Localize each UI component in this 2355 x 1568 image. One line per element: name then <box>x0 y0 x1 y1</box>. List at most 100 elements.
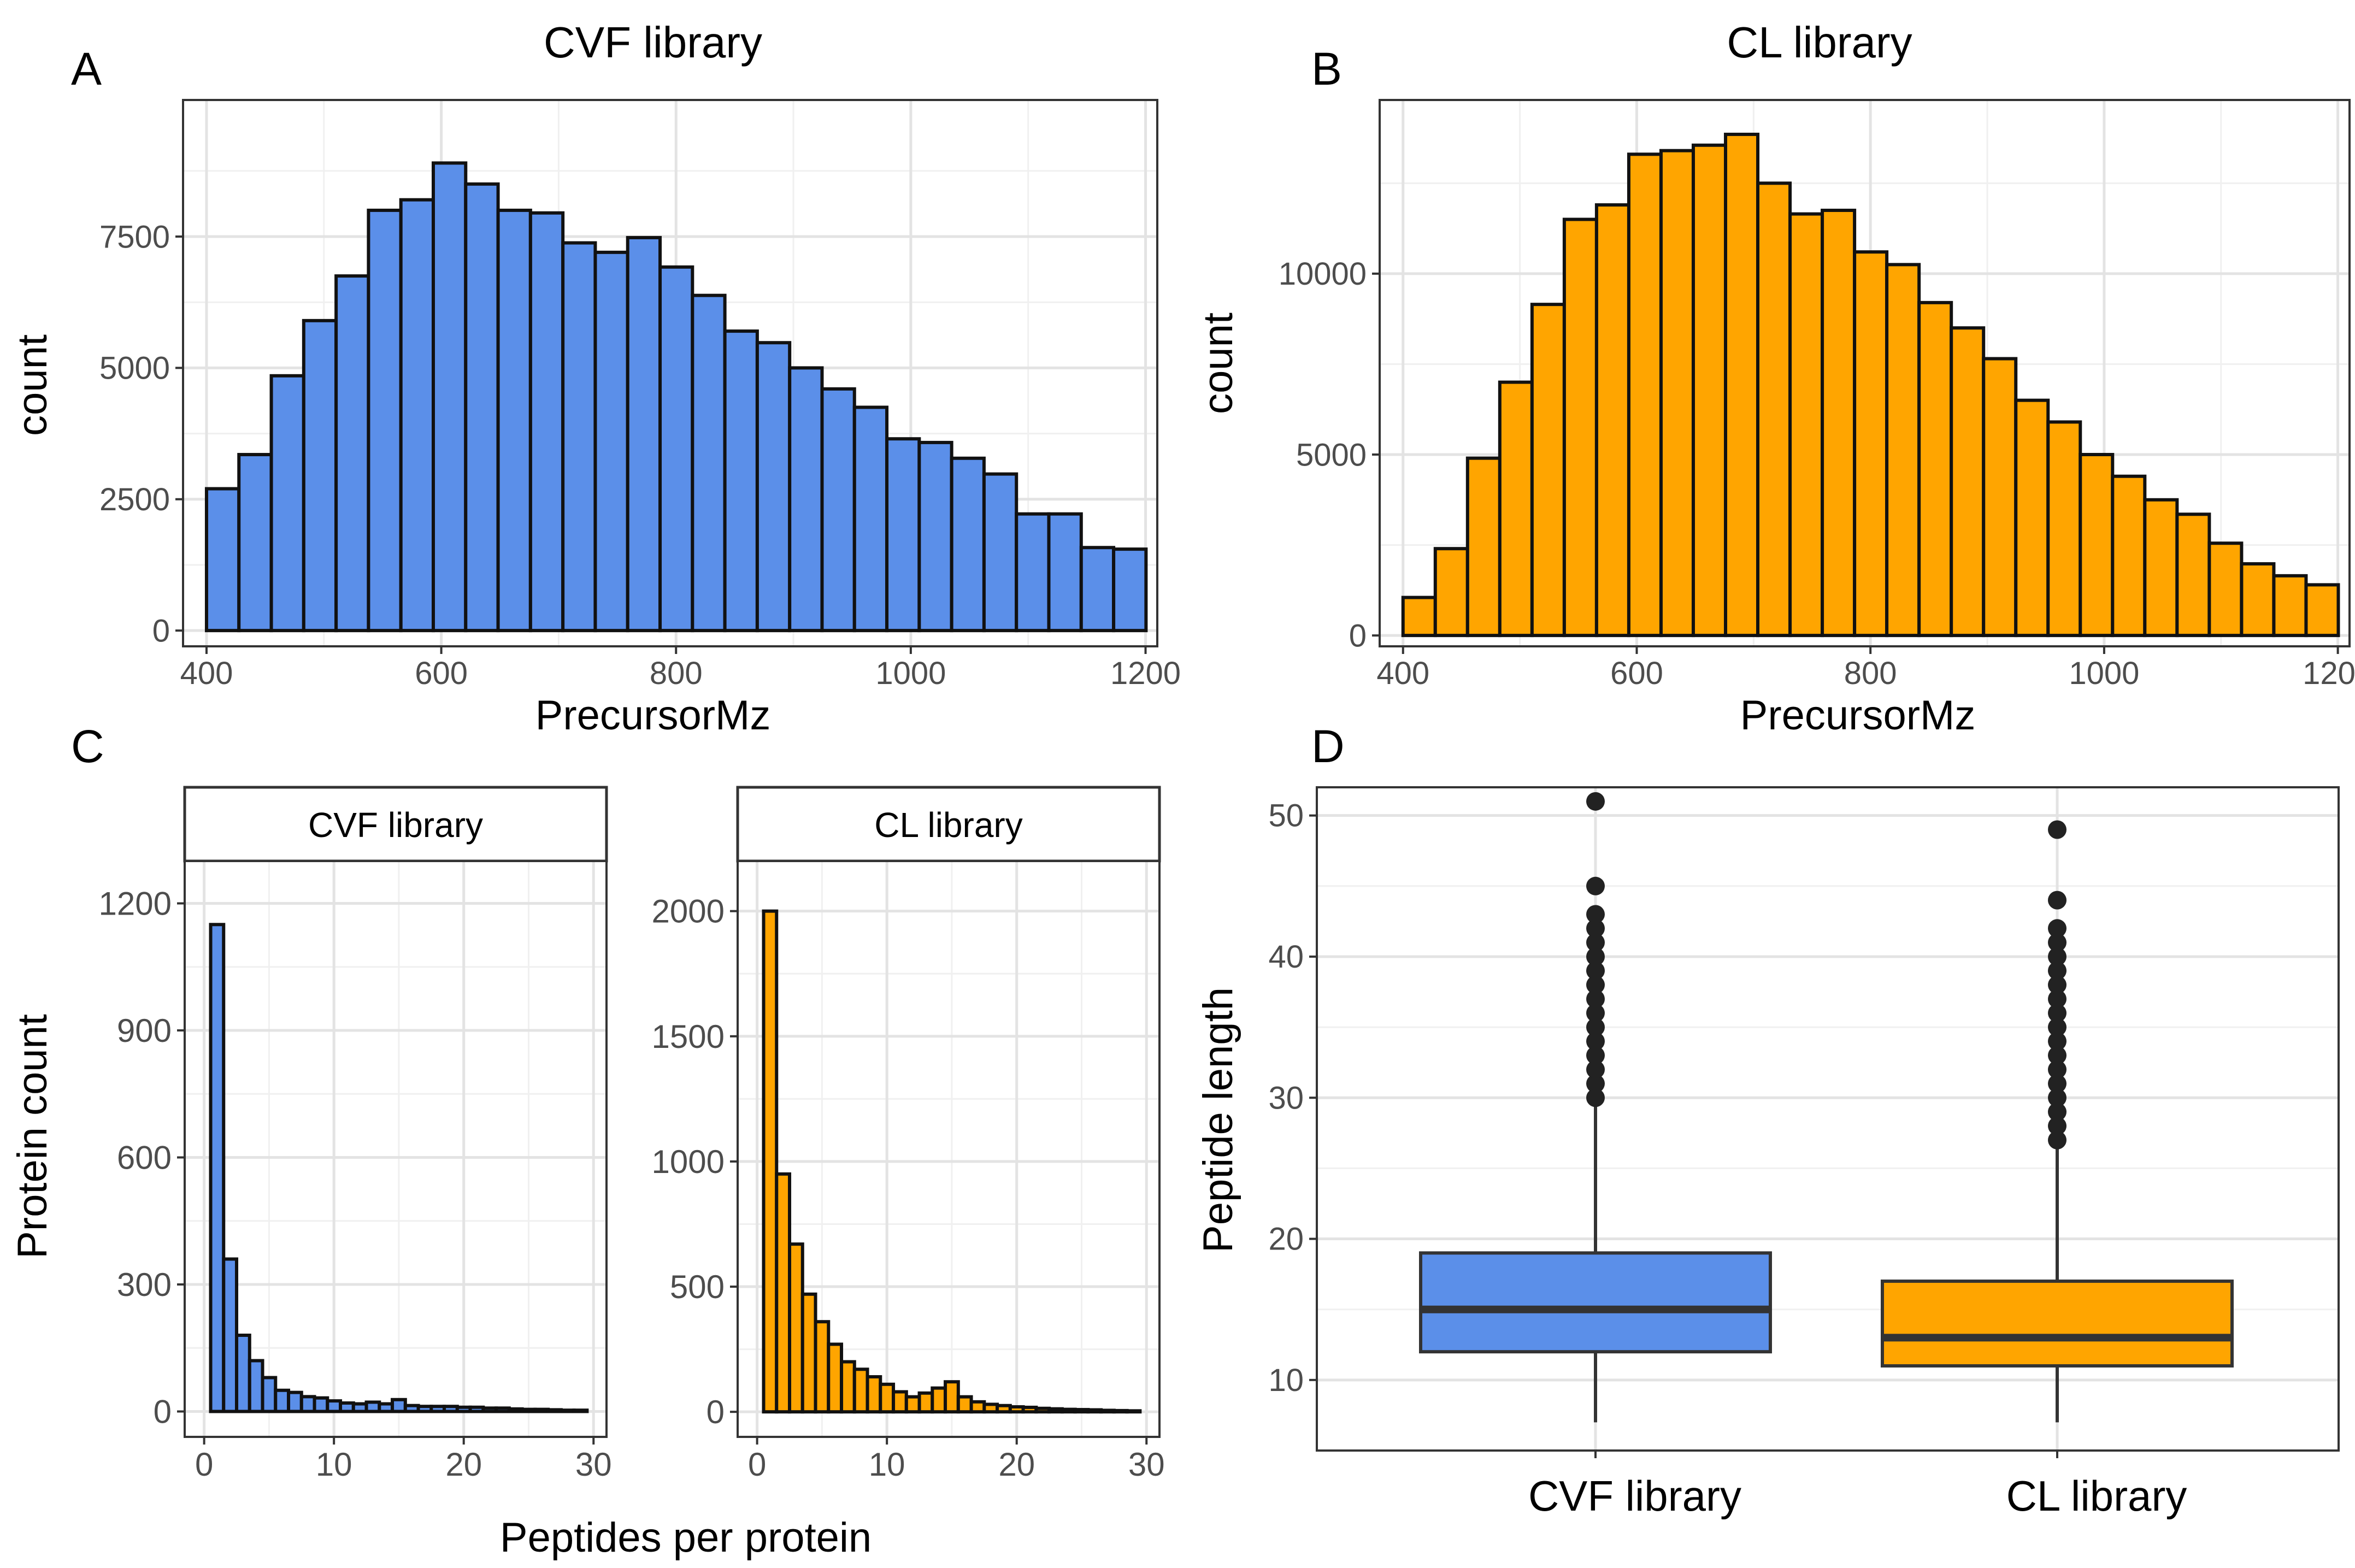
panel-c-cvf-bar <box>326 1399 343 1413</box>
panel-a-bar <box>820 387 856 633</box>
panel-c-cl-bar <box>788 1242 804 1414</box>
panel-c-cvf-plot-background <box>185 861 607 1437</box>
panel-c-cl-bar <box>814 1320 831 1414</box>
panel-b-y-tick-label: 10000 <box>1279 256 1367 292</box>
panel-b-y-tick-label: 0 <box>1349 618 1367 653</box>
panel-d-x-tick-label: CVF library <box>1528 1472 1741 1520</box>
box-cl-outlier <box>2048 919 2066 938</box>
panel-c-cl-plot: 0 10 20 30 0 500 1000 1500 2000 <box>652 860 1165 1483</box>
panel-c-cl-bar <box>1047 1407 1064 1414</box>
box-cvf-outlier <box>1586 1018 1605 1037</box>
panel-d-plot: CVF library CL library 10 20 30 40 50 <box>1268 786 2340 1520</box>
panel-a-bar <box>982 472 1018 633</box>
panel-b-panel-border <box>1379 99 2351 647</box>
panel-c-cvf-bar <box>287 1390 303 1413</box>
panel-a-letter: A <box>71 43 102 95</box>
box-cl-outlier <box>2048 1103 2066 1122</box>
panel-b-x-tick-label: 600 <box>1610 656 1663 691</box>
panel-c: C CVF library CL library 0 10 20 3003006009… <box>9 721 1165 1561</box>
panel-a-x-tick-label: 600 <box>415 656 468 691</box>
panel-a-bar <box>691 293 727 633</box>
panel-b-bar <box>1788 212 1824 638</box>
panel-b-bar <box>2079 453 2115 638</box>
panel-c-cl-bar <box>879 1382 896 1414</box>
box-cl-outlier <box>2048 989 2066 1009</box>
box-cvf-outlier <box>1586 975 1605 994</box>
panel-b-bar <box>1691 143 1728 638</box>
panel-c-cvf-bar <box>351 1402 368 1413</box>
panel-b-x-tick-label: 1200 <box>2303 656 2355 691</box>
panel-b-bar <box>1982 357 2018 638</box>
box-cl-outlier <box>2048 891 2066 910</box>
panel-c-cl-bar <box>1008 1405 1025 1414</box>
panel-a-y-label: count <box>9 334 56 436</box>
box-cl-outlier <box>2048 1046 2066 1065</box>
panel-c-cl-x-tick-label: 30 <box>1128 1446 1165 1483</box>
panel-c-cl-bar <box>969 1400 986 1414</box>
panel-a-bar <box>723 329 759 633</box>
box-cl-outlier <box>2048 975 2066 994</box>
box-cl-iqr <box>1881 1280 2234 1368</box>
panel-c-cvf-bar <box>520 1407 537 1413</box>
panel-c-cvf-bar <box>403 1404 420 1413</box>
panel-b-bar <box>1724 132 1760 638</box>
panel-a-bar <box>367 208 403 633</box>
panel-b-bar <box>2014 398 2050 638</box>
panel-a-y-tick-label: 7500 <box>99 219 170 255</box>
panel-a-bar <box>334 274 370 633</box>
panel-c-cvf-y-tick-label: 600 <box>117 1140 172 1176</box>
panel-a-bar <box>237 453 273 633</box>
panel-d: D CVF library CL library 10 20 30 40 50 Peptid… <box>1195 721 2340 1520</box>
panel-c-cl-x-tick-label: 0 <box>748 1446 766 1483</box>
panel-b-bar <box>2111 474 2147 638</box>
box-cl-outlier <box>2048 820 2066 839</box>
panel-a-x-tick-label: 800 <box>650 656 703 691</box>
panel-a-bar <box>593 250 629 633</box>
panel-b: B CL library 400 600 800 1000 1200 0 5000 10000… <box>1195 18 2355 739</box>
box-cl-outlier <box>2048 1018 2066 1037</box>
panel-c-cvf-bar <box>339 1401 355 1413</box>
panel-b-bar <box>1401 596 1437 638</box>
panel-b-x-label: PrecursorMz <box>1740 692 1976 739</box>
panel-d-y-label: Peptide length <box>1195 987 1241 1253</box>
panel-a-y-tick-label: 0 <box>152 613 170 649</box>
panel-c-cl-bar <box>852 1367 869 1414</box>
panel-c-x-label: Peptides per protein <box>500 1514 872 1561</box>
panel-c-cvf-bar <box>391 1398 407 1413</box>
panel-c-cl-bar <box>1034 1406 1051 1414</box>
panel-c-cvf-bar <box>209 923 226 1413</box>
panel-c-cvf-y-tick-label: 0 <box>154 1394 172 1430</box>
panel-a-bar <box>917 440 953 633</box>
panel-b-bar <box>1756 181 1792 638</box>
panel-a-panel-border <box>182 99 1158 647</box>
box-cl-outlier <box>2048 1074 2066 1093</box>
panel-a-x-tick-label: 1200 <box>1110 656 1181 691</box>
panel-c-cl-bar <box>1060 1407 1077 1414</box>
panel-b-bar <box>1627 152 1663 638</box>
panel-b-bar <box>1821 208 1857 638</box>
panel-b-plot: 400 600 800 1000 1200 0 5000 10000 <box>1279 99 2355 691</box>
panel-b-bar <box>2175 512 2211 638</box>
panel-a-bar <box>561 241 597 633</box>
panel-c-cvf-bar <box>378 1402 395 1413</box>
panel-d-y-tick-label: 20 <box>1268 1222 1304 1257</box>
panel-c-cvf-y-tick-label: 1200 <box>99 886 172 922</box>
panel-b-bar <box>1562 217 1598 638</box>
panel-c-cl-bar <box>996 1404 1012 1414</box>
box-cvf-outlier <box>1586 1088 1605 1107</box>
panel-c-cvf-x-tick-label: 10 <box>316 1446 352 1483</box>
panel-a-bar <box>1112 547 1148 633</box>
panel-b-y-tick-label: 5000 <box>1296 437 1367 473</box>
panel-a-bar <box>1047 512 1083 633</box>
panel-b-bar <box>2046 420 2082 638</box>
panel-c-cl-bar <box>1073 1408 1090 1414</box>
box-cl-outlier <box>2048 1004 2066 1023</box>
panel-c-cvf-x-tick-label: 30 <box>575 1446 612 1483</box>
panel-c-cvf-bar <box>572 1408 589 1413</box>
panel-c-cl-bar <box>944 1380 960 1414</box>
panel-a-plot: 400 600 800 1000 1200 0 2500 5000 7500 <box>99 99 1181 691</box>
panel-d-y-tick-label: 50 <box>1268 798 1304 834</box>
panel-a-x-tick-label: 400 <box>180 656 233 691</box>
panel-d-letter: D <box>1311 721 1345 772</box>
panel-c-cvf-bar <box>222 1257 239 1413</box>
